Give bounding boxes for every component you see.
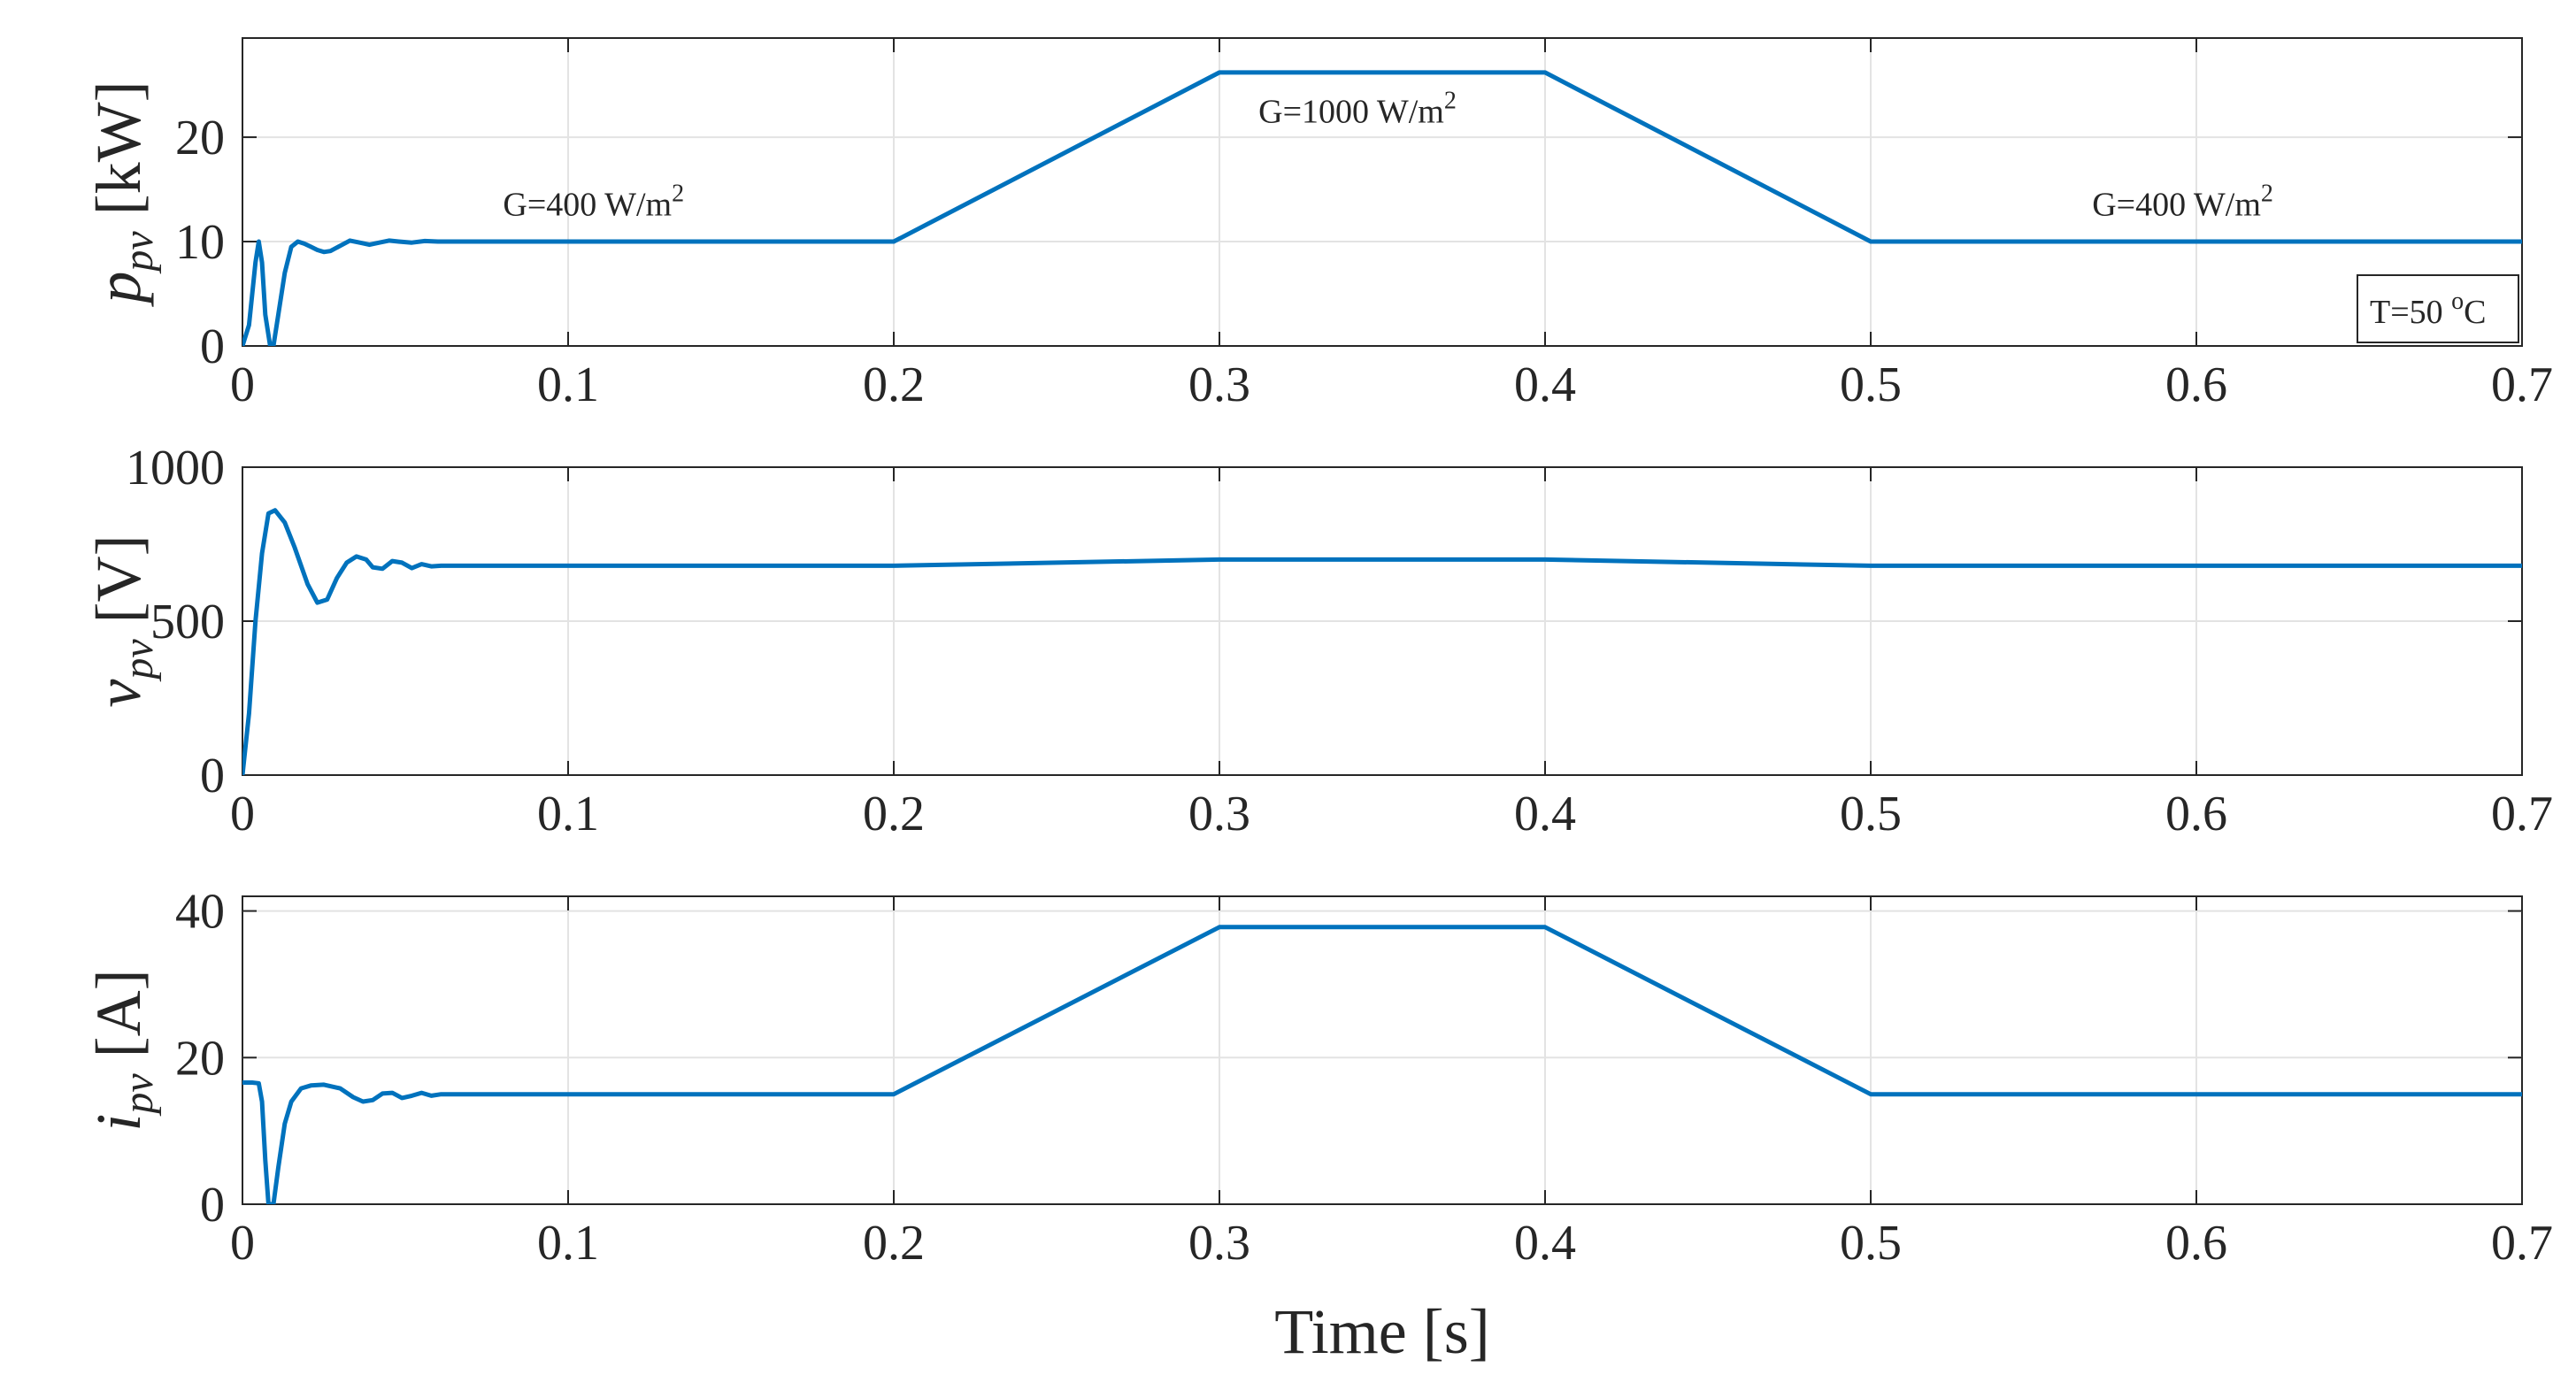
annotation-text: G=1000 W/m xyxy=(1258,94,1444,131)
legend-text-end: C xyxy=(2464,294,2486,331)
x-tick-label: 0.3 xyxy=(1188,357,1250,412)
x-tick-label: 0.5 xyxy=(1840,1216,1902,1271)
panel-power: 0 0.1 0.2 0.3 0.4 0.5 0.6 0.7 0 10 20 ppv [kW] G=400 … xyxy=(83,37,2553,412)
x-tick-label: 0 xyxy=(230,1216,255,1271)
y-axis-label-subscript: pv xyxy=(115,639,162,682)
x-tick-label: 0.3 xyxy=(1188,787,1250,841)
x-tick-label: 0.1 xyxy=(537,787,599,841)
y-axis-label-variable: p xyxy=(83,272,154,308)
y-axis-label-unit: [V] xyxy=(83,534,154,623)
y-tick-label: 20 xyxy=(175,1031,225,1086)
x-tick-label: 0.4 xyxy=(1514,357,1576,412)
y-tick-label: 20 xyxy=(175,111,225,165)
y-tick-label: 500 xyxy=(150,595,225,649)
plot-area-current xyxy=(242,895,2523,1205)
y-tick-label: 0 xyxy=(200,1178,225,1233)
series-line-i_pv xyxy=(242,925,2522,1204)
x-tick-label: 0.7 xyxy=(2491,787,2553,841)
y-axis-label-variable: i xyxy=(83,1114,154,1132)
x-tick-label: 0.1 xyxy=(537,357,599,412)
x-tick-label: 0.2 xyxy=(863,1216,925,1271)
y-tick-label: 40 xyxy=(175,885,225,940)
x-tick-label: 0.6 xyxy=(2165,1216,2227,1271)
annotation-superscript: 2 xyxy=(1444,88,1457,115)
y-axis-label-unit: [kW] xyxy=(83,81,154,215)
x-tick-label: 0.2 xyxy=(863,787,925,841)
x-tick-label: 0.3 xyxy=(1188,1216,1250,1271)
x-tick-label: 0 xyxy=(230,787,255,841)
x-axis-label: Time [s] xyxy=(1274,1296,1489,1367)
x-tick-label: 0.4 xyxy=(1514,787,1576,841)
series-line-p_pv xyxy=(242,70,2522,346)
y-axis-label-variable: v xyxy=(83,680,154,708)
y-tick-label: 0 xyxy=(200,749,225,803)
series-line-v_pv xyxy=(242,508,2522,775)
annotation-text: G=400 W/m xyxy=(2092,187,2261,224)
annotation-superscript: 2 xyxy=(672,181,684,208)
y-axis-label-current: ipv [A] xyxy=(83,969,162,1131)
x-tick-label: 0.1 xyxy=(537,1216,599,1271)
annotation-text: G=400 W/m xyxy=(503,187,672,224)
x-tick-label: 0.7 xyxy=(2491,1216,2553,1271)
y-axis-label-unit: [A] xyxy=(83,969,154,1057)
annotation-irradiance: G=1000 W/m2 xyxy=(1258,88,1457,131)
y-axis-label-power: ppv [kW] xyxy=(83,81,162,307)
y-axis-label-voltage: vpv [V] xyxy=(83,534,162,707)
x-tick-label: 0.4 xyxy=(1514,1216,1576,1271)
temperature-legend: T=50 oC xyxy=(2357,274,2519,343)
x-tick-label: 0.6 xyxy=(2165,787,2227,841)
annotation-superscript: 2 xyxy=(2261,181,2273,208)
y-tick-label: 1000 xyxy=(126,441,225,495)
x-tick-label: 0.7 xyxy=(2491,357,2553,412)
y-axis-label-subscript: pv xyxy=(115,1073,162,1117)
y-axis-label-subscript: pv xyxy=(115,231,162,274)
annotation-irradiance: G=400 W/m2 xyxy=(503,181,684,224)
legend-superscript: o xyxy=(2451,288,2464,315)
x-tick-label: 0.2 xyxy=(863,357,925,412)
annotation-irradiance: G=400 W/m2 xyxy=(2092,181,2273,224)
panel-voltage: 0 0.1 0.2 0.3 0.4 0.5 0.6 0.7 0 500 1000 vpv [V] xyxy=(83,441,2553,841)
x-tick-label: 0.6 xyxy=(2165,357,2227,412)
y-tick-label: 0 xyxy=(200,319,225,374)
legend-box xyxy=(2357,274,2519,343)
panel-current: 0 0.1 0.2 0.3 0.4 0.5 0.6 0.7 0 20 40 ipv [A] Time [s… xyxy=(83,885,2553,1367)
x-tick-label: 0.5 xyxy=(1840,357,1902,412)
legend-text-main: T=50 xyxy=(2370,294,2451,331)
plot-area-power xyxy=(242,37,2523,347)
y-tick-label: 10 xyxy=(175,215,225,270)
legend-text: T=50 oC xyxy=(2370,288,2487,331)
x-tick-label: 0.5 xyxy=(1840,787,1902,841)
x-tick-label: 0 xyxy=(230,357,255,412)
